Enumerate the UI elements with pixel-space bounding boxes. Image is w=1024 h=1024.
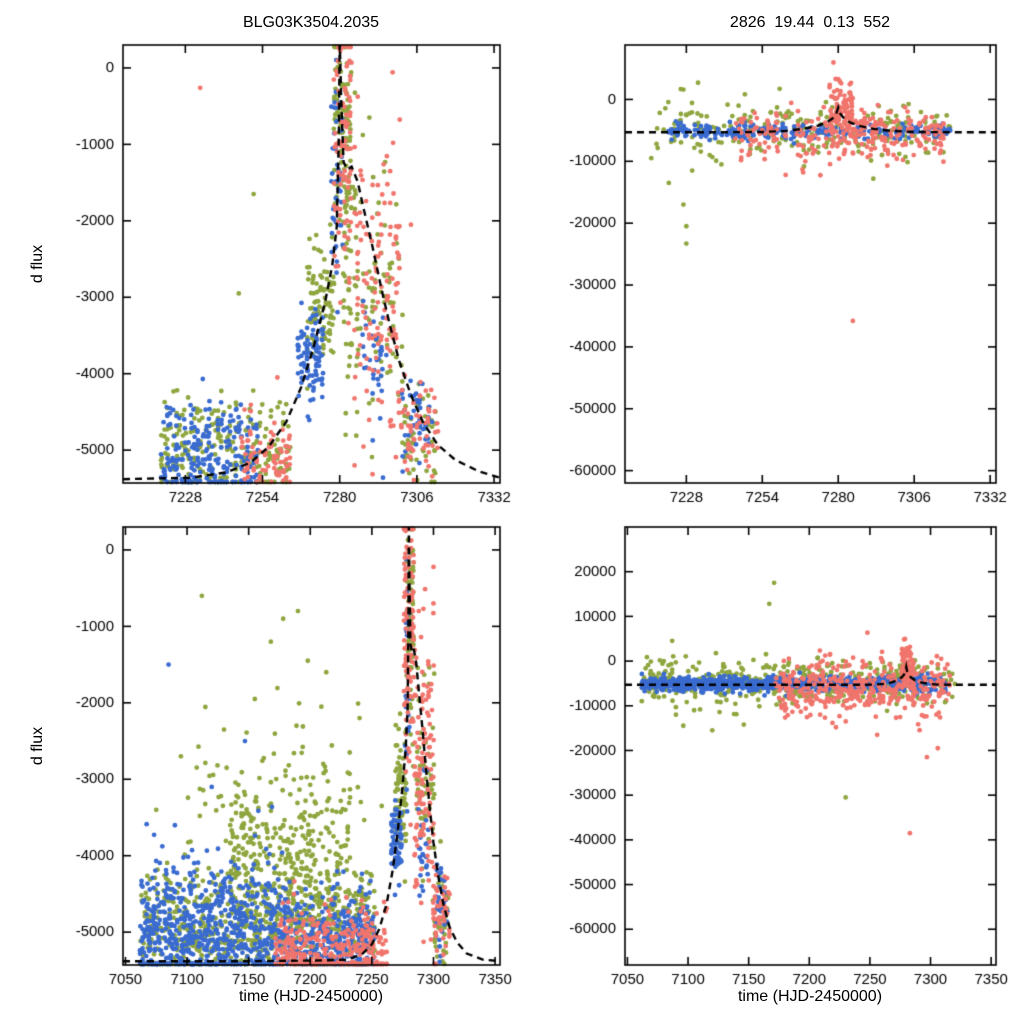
y-axis-label-top-left: d flux [29,244,46,284]
panel-title-top-right: 2826 19.44 0.13 552 [729,14,891,31]
y-axis-label-bottom-left: d flux [29,726,46,766]
x-axis-label-bottom-left: time (HJD-2450000) [238,988,384,1005]
panel-title-top-left: BLG03K3504.2035 [242,14,380,31]
x-axis-label-bottom-right: time (HJD-2450000) [737,988,883,1005]
